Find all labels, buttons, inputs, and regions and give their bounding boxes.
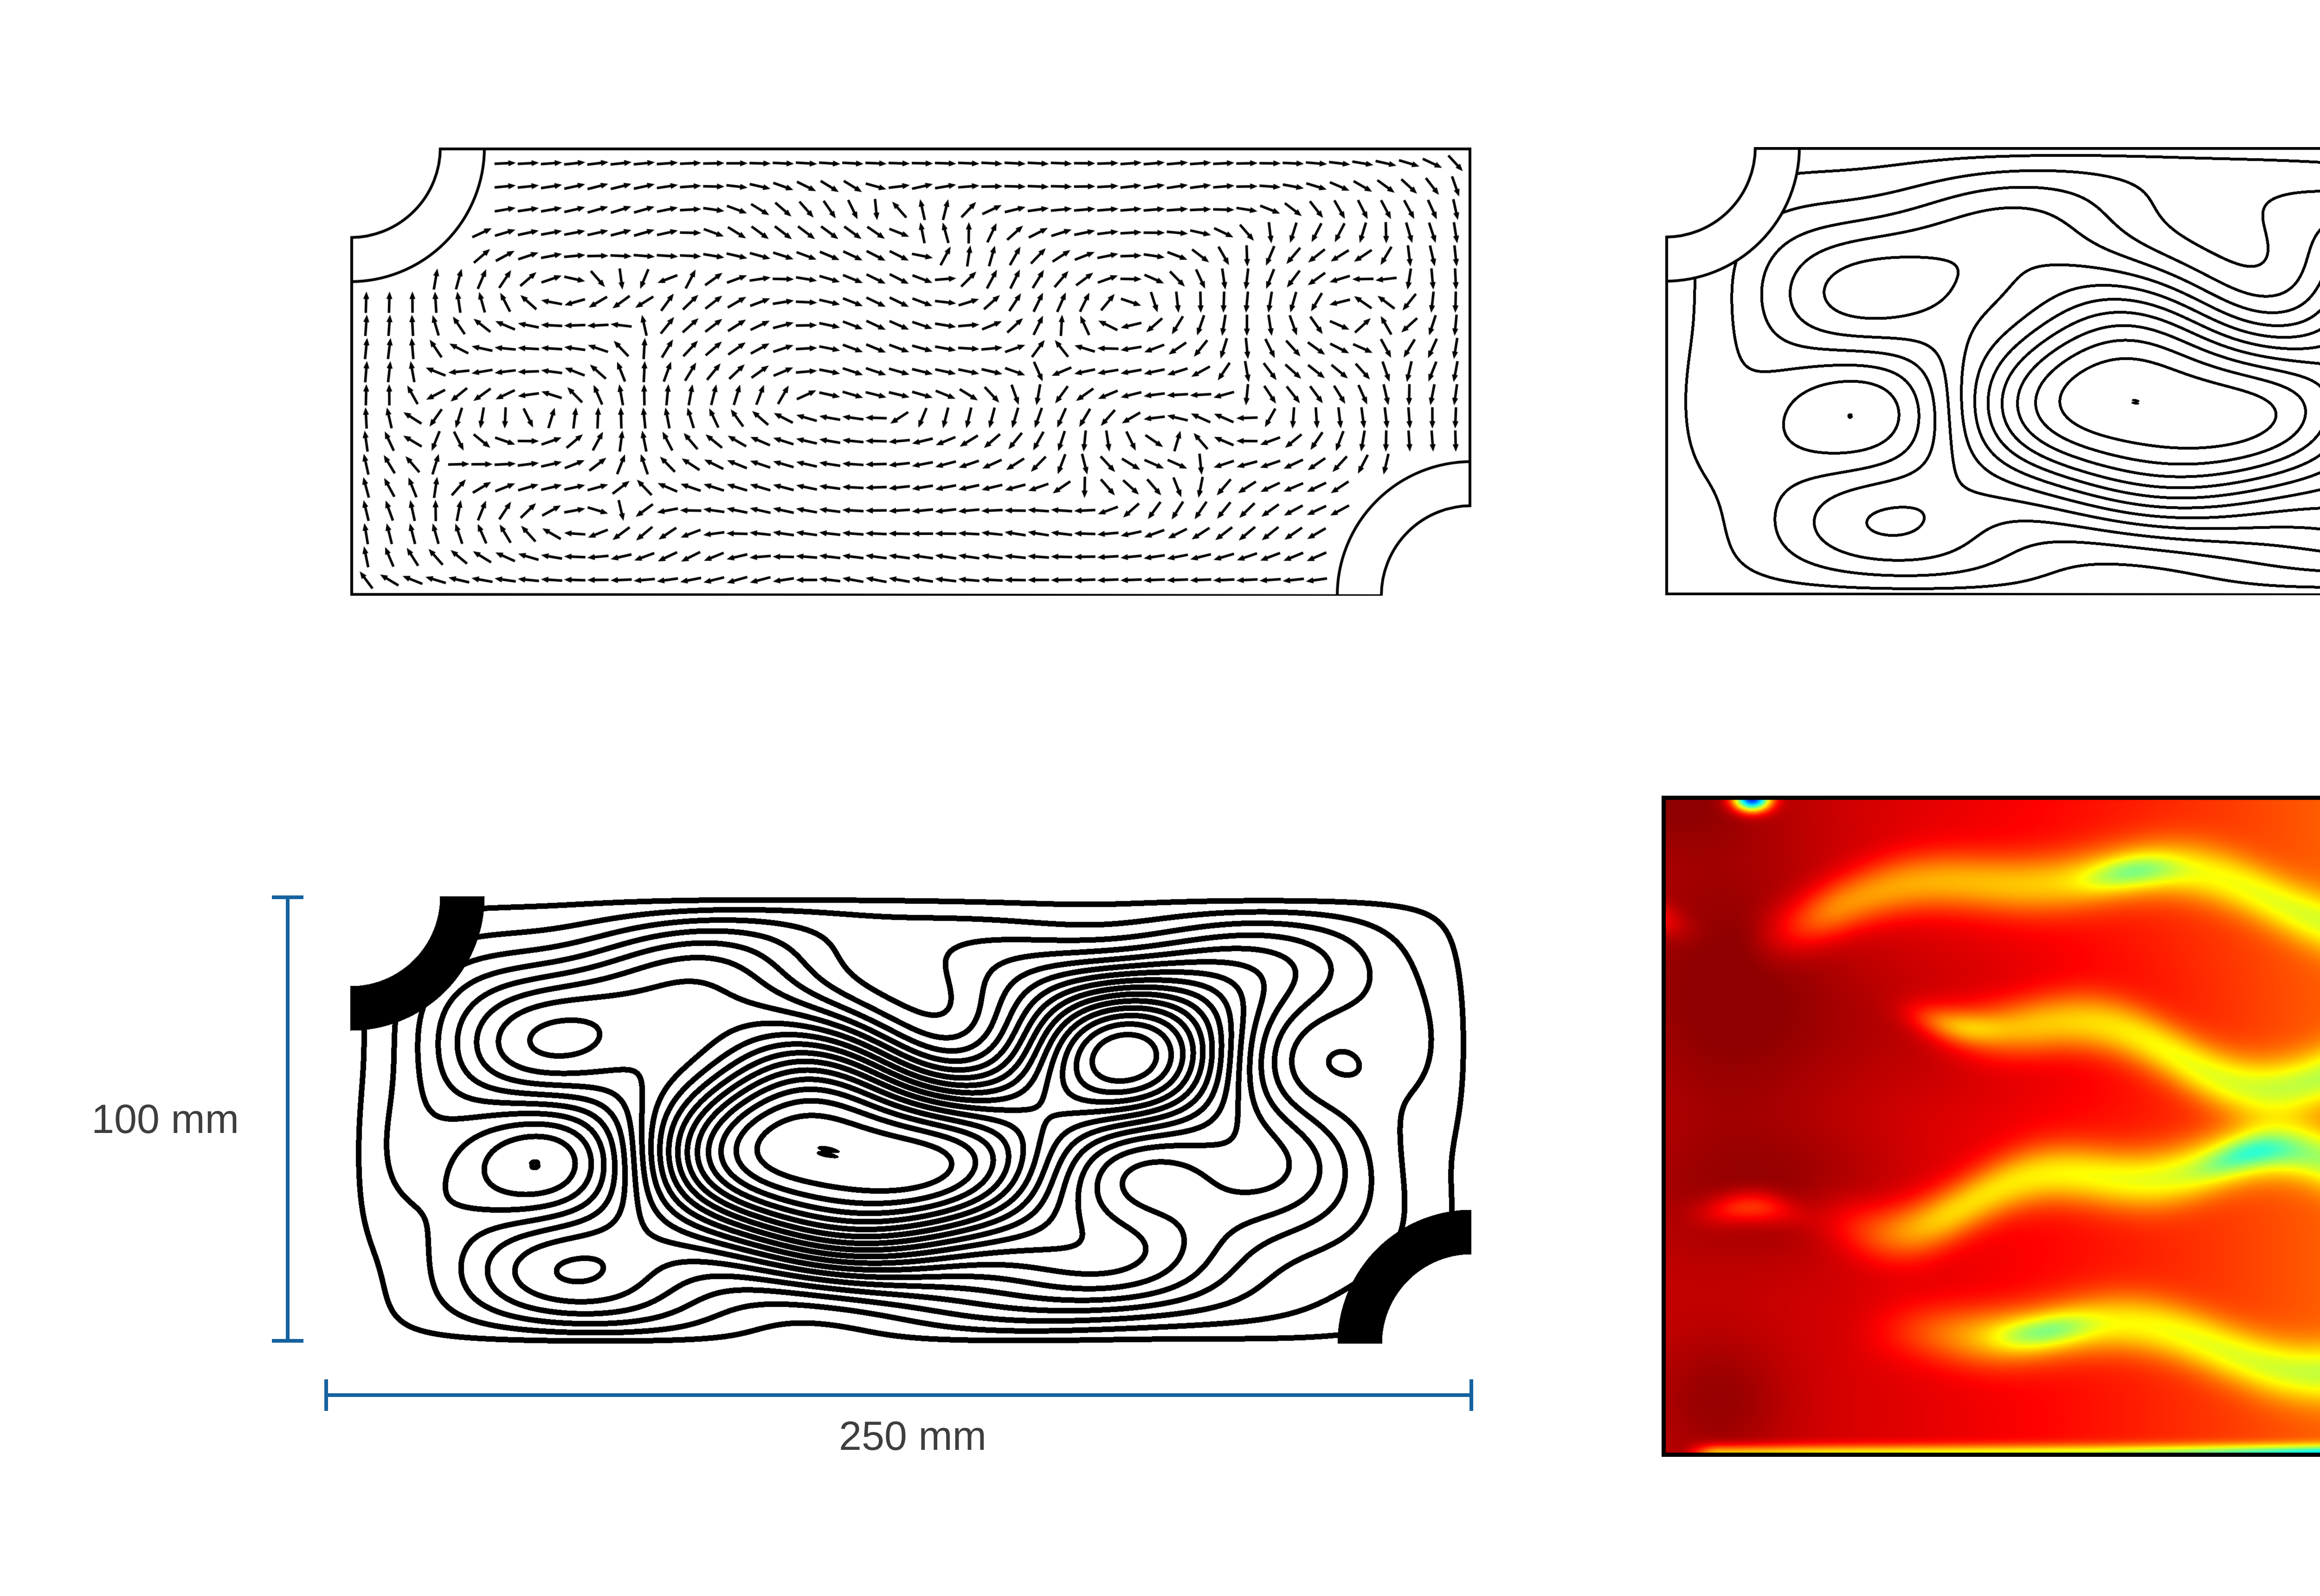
quiver-panel [350, 148, 1471, 596]
width-dimension-label: 250 mm [839, 1413, 986, 1459]
toolpath-panel [350, 896, 1471, 1344]
heatmap-panel [1662, 796, 2320, 1457]
height-dimension-label: 100 mm [91, 1096, 239, 1142]
streamlines-panel [1665, 147, 2320, 595]
